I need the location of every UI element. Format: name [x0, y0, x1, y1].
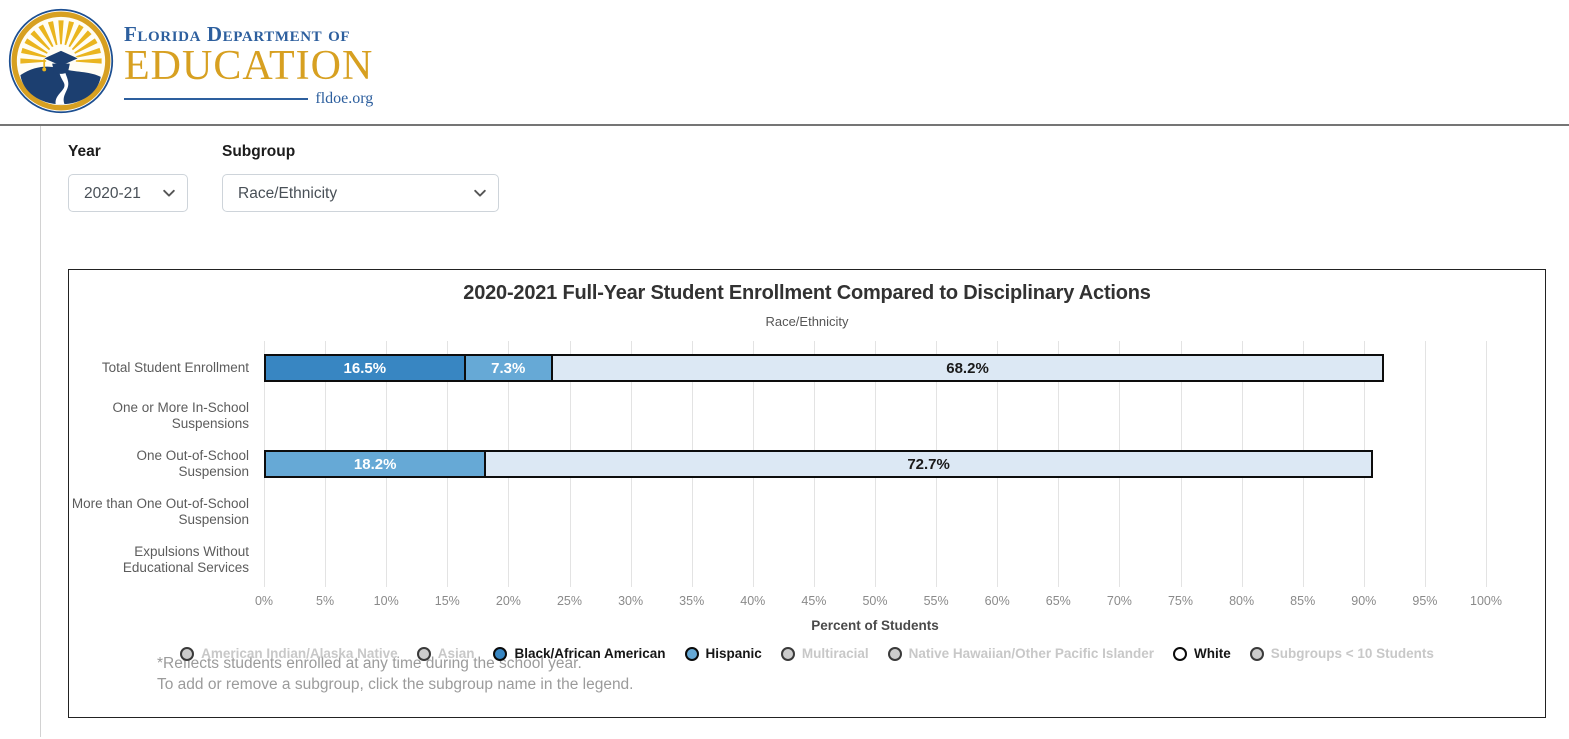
chart-row: [264, 488, 1486, 536]
logo-url-text: fldoe.org: [315, 89, 374, 107]
legend-item-asian[interactable]: Asian: [416, 646, 475, 661]
legend-label: Native Hawaiian/Other Pacific Islander: [908, 646, 1154, 661]
y-axis-label: One Out-of-School Suspension: [136, 447, 249, 479]
footnote-line1: *Reflects students enrolled at any time …: [157, 655, 582, 672]
bar-segment-black-african-american[interactable]: 16.5%: [264, 354, 466, 382]
x-tick-label: 0%: [254, 594, 274, 608]
x-tick-label: 95%: [1412, 594, 1438, 608]
y-axis-label: One or More In-School Suspensions: [112, 399, 249, 431]
bar-segment-hispanic[interactable]: 7.3%: [463, 354, 553, 382]
x-tick-label: 90%: [1351, 594, 1377, 608]
x-axis-ticks: 0% 5% 10% 15% 20% 25% 30% 35% 40% 45% 50% 55% 60% 65%…: [255, 594, 1502, 611]
x-tick-label: 55%: [923, 594, 949, 608]
x-tick-label: 20%: [495, 594, 521, 608]
legend-dot-icon: [180, 646, 195, 661]
fldoe-logo: Florida Department of EDUCATION fldoe.or…: [8, 8, 373, 114]
legend-dot-icon: [1249, 646, 1264, 661]
chart-footnote: *Reflects students enrolled at any time …: [157, 654, 1545, 695]
legend-item-american-indian-alaska-native[interactable]: American Indian/Alaska Native: [180, 646, 398, 661]
x-tick-label: 80%: [1229, 594, 1255, 608]
bar-rows: 16.5% 7.3% 68.2% 18.2% 72.7%: [264, 344, 1486, 584]
chart-legend: American Indian/Alaska Native Asian Black/…: [69, 646, 1545, 661]
legend-label: White: [1193, 646, 1231, 661]
year-filter: Year 2020-21: [68, 143, 188, 212]
legend-item-subgroups-10-students[interactable]: Subgroups < 10 Students: [1249, 646, 1434, 661]
x-tick-label: 40%: [740, 594, 766, 608]
chart-area: Total Student Enrollment One or More In-S…: [69, 341, 1545, 587]
x-tick-label: 30%: [618, 594, 644, 608]
bar-segment-hispanic[interactable]: 18.2%: [264, 450, 487, 478]
legend-item-white[interactable]: White: [1172, 646, 1231, 661]
legend-label: Multiracial: [801, 646, 869, 661]
plot-area: 16.5% 7.3% 68.2% 18.2% 72.7%: [264, 341, 1487, 587]
x-tick-label: 35%: [679, 594, 705, 608]
legend-label: American Indian/Alaska Native: [201, 646, 398, 661]
chart-panel: 2020-2021 Full-Year Student Enrollment C…: [68, 269, 1546, 718]
legend-dot-icon: [493, 646, 508, 661]
fldoe-emblem-icon: [8, 8, 114, 114]
x-tick-label: 15%: [434, 594, 460, 608]
subgroup-label: Subgroup: [222, 143, 296, 160]
chart-row: 18.2% 72.7%: [264, 440, 1486, 488]
legend-label: Black/African American: [514, 646, 666, 661]
footnote-line2: To add or remove a subgroup, click the s…: [157, 675, 634, 693]
x-tick-label: 100%: [1470, 594, 1502, 608]
legend-label: Hispanic: [705, 646, 762, 661]
x-tick-label: 75%: [1167, 594, 1194, 608]
legend-dot-icon: [1172, 646, 1187, 661]
year-label: Year: [68, 143, 101, 160]
logo-education-text: EDUCATION: [124, 43, 374, 89]
x-axis-title: Percent of Students: [811, 618, 939, 633]
year-select[interactable]: 2020-21: [68, 174, 188, 212]
chart-row: [264, 392, 1486, 440]
chart-title: 2020-2021 Full-Year Student Enrollment C…: [463, 282, 1151, 304]
subgroup-filter: Subgroup Race/Ethnicity: [222, 143, 499, 212]
y-axis-label: More than One Out-of-School Suspension: [71, 495, 249, 527]
logo-text: Florida Department of EDUCATION fldoe.or…: [124, 22, 373, 108]
legend-item-hispanic[interactable]: Hispanic: [684, 646, 762, 661]
legend-item-multiracial[interactable]: Multiracial: [780, 646, 869, 661]
x-tick-label: 50%: [862, 594, 888, 608]
x-tick-label: 45%: [801, 594, 827, 608]
bar-segment-white[interactable]: 68.2%: [550, 354, 1385, 382]
main-content: Year 2020-21 Subgroup Race/Ethnicity: [40, 126, 1569, 737]
y-axis-label: Expulsions Without Educational Services: [122, 543, 249, 575]
x-tick-label: 10%: [373, 594, 399, 608]
x-tick-label: 70%: [1106, 594, 1132, 608]
legend-dot-icon: [416, 646, 431, 661]
subgroup-select[interactable]: Race/Ethnicity: [222, 174, 499, 212]
filters-bar: Year 2020-21 Subgroup Race/Ethnicity: [68, 143, 1569, 212]
x-tick-label: 85%: [1290, 594, 1316, 608]
chart-row: 16.5% 7.3% 68.2%: [264, 344, 1486, 392]
logo-rule: [124, 97, 309, 100]
legend-item-native-hawaiian-other-pacific-islander[interactable]: Native Hawaiian/Other Pacific Islander: [887, 646, 1154, 661]
bar-segment-white[interactable]: 72.7%: [484, 450, 1373, 478]
x-tick-label: 60%: [984, 594, 1010, 608]
legend-dot-icon: [684, 646, 699, 661]
header: Florida Department of EDUCATION fldoe.or…: [0, 0, 1569, 126]
legend-dot-icon: [887, 646, 902, 661]
legend-label: Subgroups < 10 Students: [1270, 646, 1434, 661]
chart-subtitle: Race/Ethnicity: [765, 314, 849, 329]
chart-row: [264, 536, 1486, 584]
gridline: [1424, 341, 1426, 587]
y-axis-labels: Total Student Enrollment One or More In-S…: [69, 344, 264, 584]
legend-item-black-african-american[interactable]: Black/African American: [493, 646, 666, 661]
x-tick-label: 65%: [1045, 594, 1071, 608]
x-tick-label: 25%: [556, 594, 583, 608]
logo-department-text: Florida Department of: [124, 22, 351, 46]
legend-dot-icon: [780, 646, 795, 661]
x-tick-label: 5%: [316, 594, 335, 608]
legend-label: Asian: [437, 646, 475, 661]
gridline: [1486, 341, 1487, 587]
y-axis-label: Total Student Enrollment: [101, 359, 249, 375]
